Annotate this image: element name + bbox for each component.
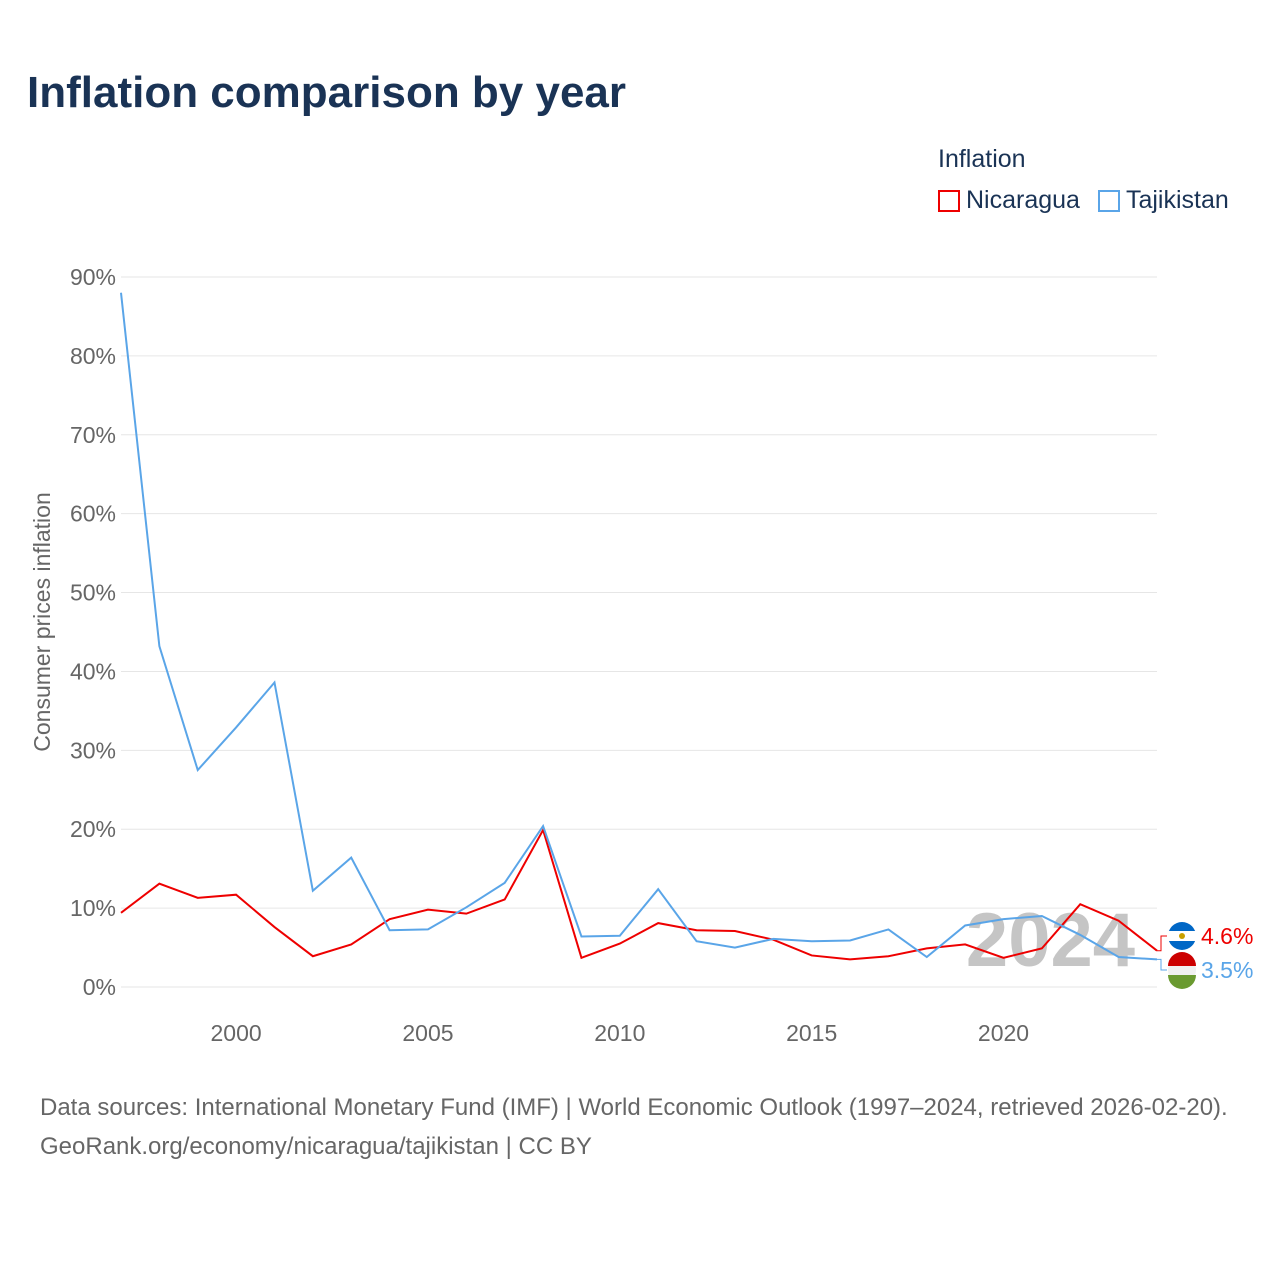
end-value-label: 4.6% [1201,923,1253,949]
y-tick-label: 90% [70,264,116,290]
series-line-tajikistan [120,292,1158,961]
end-label-connector [1157,935,1167,952]
y-tick-label: 0% [83,974,116,1000]
data-sources: Data sources: International Monetary Fun… [40,1094,1228,1121]
series-line-nicaragua [120,827,1158,961]
legend-swatch [938,190,960,212]
y-tick-label: 70% [70,422,116,448]
y-tick-label: 50% [70,580,116,606]
footer: Data sources: International Monetary Fun… [40,1088,1250,1166]
legend: Nicaragua Tajikistan [938,186,1229,215]
x-tick-label: 2010 [594,1020,645,1046]
x-tick-label: 2000 [211,1020,262,1046]
legend-swatch [1097,190,1120,212]
y-tick-label: 80% [70,343,116,369]
legend-label: Nicaragua [966,186,1080,214]
y-tick-label: 20% [70,816,116,842]
end-value-label: 3.5% [1201,957,1253,983]
y-tick-label: 60% [70,501,116,527]
y-axis-label: Consumer prices inflation [29,492,55,752]
chart-title: Inflation comparison by year [27,68,627,117]
year-watermark: 2024 [966,898,1135,983]
legend-item-tajikistan[interactable]: Tajikistan [1097,186,1229,215]
flag-stripe [1168,975,1196,989]
flag-emblem [1179,933,1185,939]
y-tick-label: 30% [70,737,116,763]
legend-label: Tajikistan [1125,186,1229,214]
legend-item-nicaragua[interactable]: Nicaragua [938,186,1080,215]
y-tick-label: 40% [70,658,116,684]
x-tick-label: 2020 [978,1020,1029,1046]
y-tick-label: 10% [70,895,116,921]
x-tick-label: 2005 [402,1020,453,1046]
plot-area: 0% 10% 20% 30% 40% 50% 60% 70% 80% 90% 2000 2005 201… [29,264,1253,1046]
flag-stripe [1168,952,1196,966]
source-link[interactable]: GeoRank.org/economy/nicaragua/tajikistan… [40,1133,592,1160]
end-label-connector [1157,958,1167,971]
legend-title: Inflation [938,145,1026,173]
x-tick-label: 2015 [786,1020,837,1046]
